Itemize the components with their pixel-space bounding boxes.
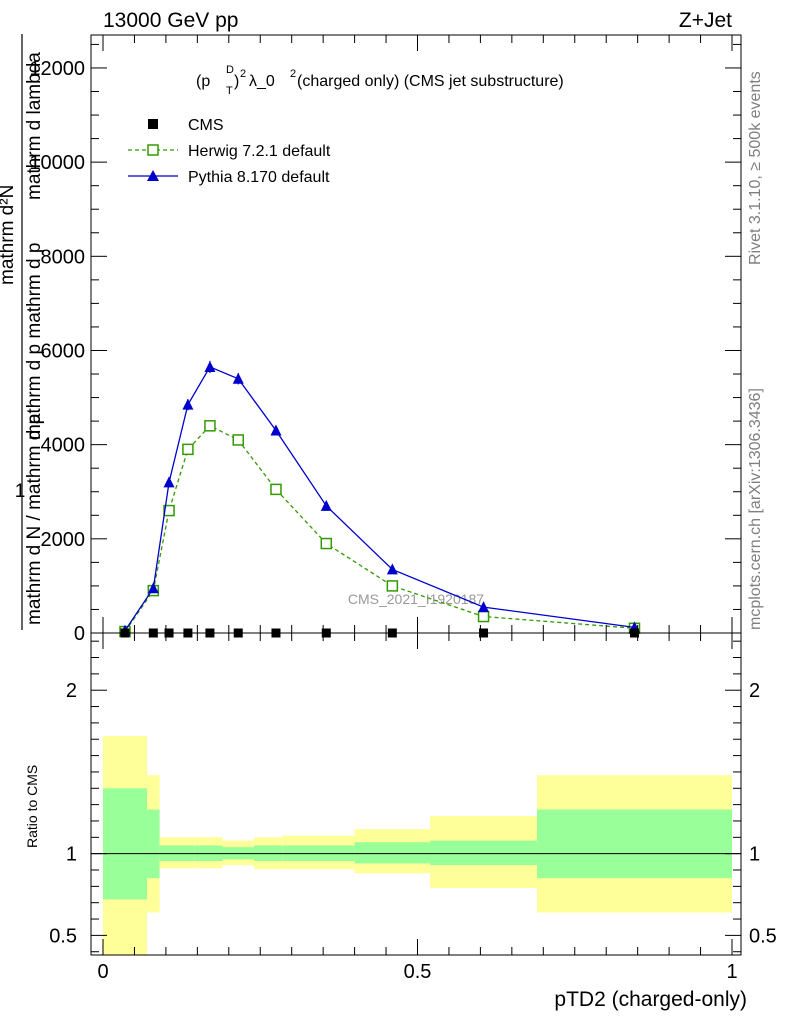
x-tick-label: 1 — [726, 961, 737, 983]
herwig-point — [163, 504, 175, 517]
main-ytick-label: 10000 — [29, 152, 85, 174]
pythia-point — [147, 582, 159, 594]
mcplots-label: mcplots.cern.ch [arXiv:1306.3436] — [747, 388, 764, 630]
ratio-ytick-label: 0.5 — [49, 925, 77, 947]
pythia-point — [270, 424, 282, 436]
legend-cms-marker — [148, 119, 158, 129]
pythia-point — [163, 476, 175, 488]
ratio-ytick-label-right: 1 — [749, 844, 760, 866]
x-tick-label: 0.5 — [404, 961, 432, 983]
legend-cms-label: CMS — [188, 117, 224, 134]
title-sup-2a: 2 — [240, 68, 246, 80]
herwig-point — [320, 537, 333, 550]
ylabel-denominator: mathrm d N / mathrm d p — [24, 414, 45, 625]
watermark: CMS_2021_I1920187 — [348, 591, 484, 607]
ratio-inner-band — [354, 842, 431, 864]
main-ytick-label: 2000 — [41, 529, 86, 551]
ratio-inner-band — [537, 809, 732, 879]
ratio-inner-band — [147, 809, 160, 879]
herwig-point — [477, 610, 490, 623]
ratio-ytick-label-right: 0.5 — [749, 925, 777, 947]
main-plot-panel: CMS_2021_I1920187 0 2000 4000 6000 8000 10000… — [29, 34, 742, 645]
main-ytick-label: 12000 — [29, 58, 85, 80]
legend-herwig-label: Herwig 7.2.1 default — [188, 143, 331, 160]
ylabel-dlambda: mathrm d lambda — [24, 52, 45, 200]
main-ylabel: 1 mathrm d N / mathrm d p mathrm d p mat… — [0, 34, 45, 630]
ylabel-numerator: mathrm d²N — [0, 185, 18, 285]
ratio-frame — [90, 632, 742, 956]
x-axis-label: pTD2 (charged-only) — [554, 988, 747, 1011]
ratio-ytick-label: 2 — [66, 680, 77, 702]
legend: CMS Herwig 7.2.1 default Pythia 8.170 de… — [128, 117, 331, 186]
pythia-point — [232, 372, 244, 384]
title-lambda: λ_0 — [249, 73, 275, 90]
herwig-point — [386, 580, 399, 592]
title-rest: (charged only) (CMS jet substructure) — [297, 73, 564, 90]
ratio-inner-band — [103, 788, 148, 900]
herwig-point — [270, 483, 282, 496]
pythia-point — [478, 601, 490, 613]
ratio-ylabel: Ratio to CMS — [24, 765, 40, 848]
ratio-inner-band — [430, 840, 538, 866]
pythia-point — [182, 398, 194, 410]
herwig-point — [232, 434, 244, 446]
main-ytick-label: 6000 — [41, 340, 86, 362]
main-ytick-label: 0 — [74, 623, 85, 645]
main-ytick-label: 8000 — [41, 246, 86, 268]
pythia-point — [386, 563, 398, 575]
pythia-point — [204, 360, 216, 372]
herwig-point — [204, 420, 216, 432]
pythia-point — [320, 499, 332, 511]
herwig-point — [182, 443, 194, 456]
ratio-ytick-label-right: 2 — [749, 680, 760, 702]
title-sup-2b: 2 — [290, 68, 296, 80]
ratio-plot-panel: 0 0.5 1 0.5 0.5 1 1 2 2 — [49, 632, 777, 983]
ratio-ytick-label: 1 — [66, 844, 77, 866]
x-tick-label: 0 — [97, 961, 108, 983]
title-part-close: ) — [234, 73, 239, 90]
title-sup-d: D — [226, 64, 234, 76]
title-sub-t: T — [226, 85, 233, 97]
legend-herwig-marker — [147, 144, 159, 156]
legend-pythia-label: Pythia 8.170 default — [188, 169, 330, 186]
title-part-1: (p — [196, 73, 210, 90]
rivet-label: Rivet 3.1.10, ≥ 500k events — [747, 71, 764, 265]
process-label: Z+Jet — [679, 9, 732, 32]
legend-pythia-marker — [147, 170, 159, 181]
plot-title: (p D T ) 2 λ_0 2 (charged only) (CMS jet… — [196, 64, 564, 97]
ylabel-one: 1 — [15, 481, 26, 502]
main-ytick-label: 4000 — [41, 435, 86, 457]
ylabel-dp-dp: mathrm d p mathrm d p — [24, 243, 45, 440]
energy-label: 13000 GeV pp — [103, 9, 238, 32]
